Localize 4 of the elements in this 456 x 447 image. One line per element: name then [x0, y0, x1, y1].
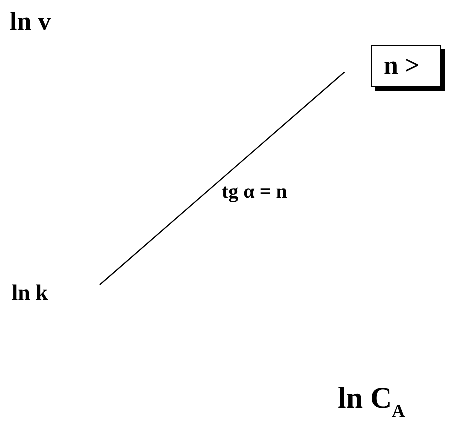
annotation: n > — [384, 51, 420, 81]
y-axis-title: ln v — [10, 7, 52, 36]
annotation: ln k — [12, 280, 49, 305]
annotation: tg α = n — [222, 181, 288, 203]
